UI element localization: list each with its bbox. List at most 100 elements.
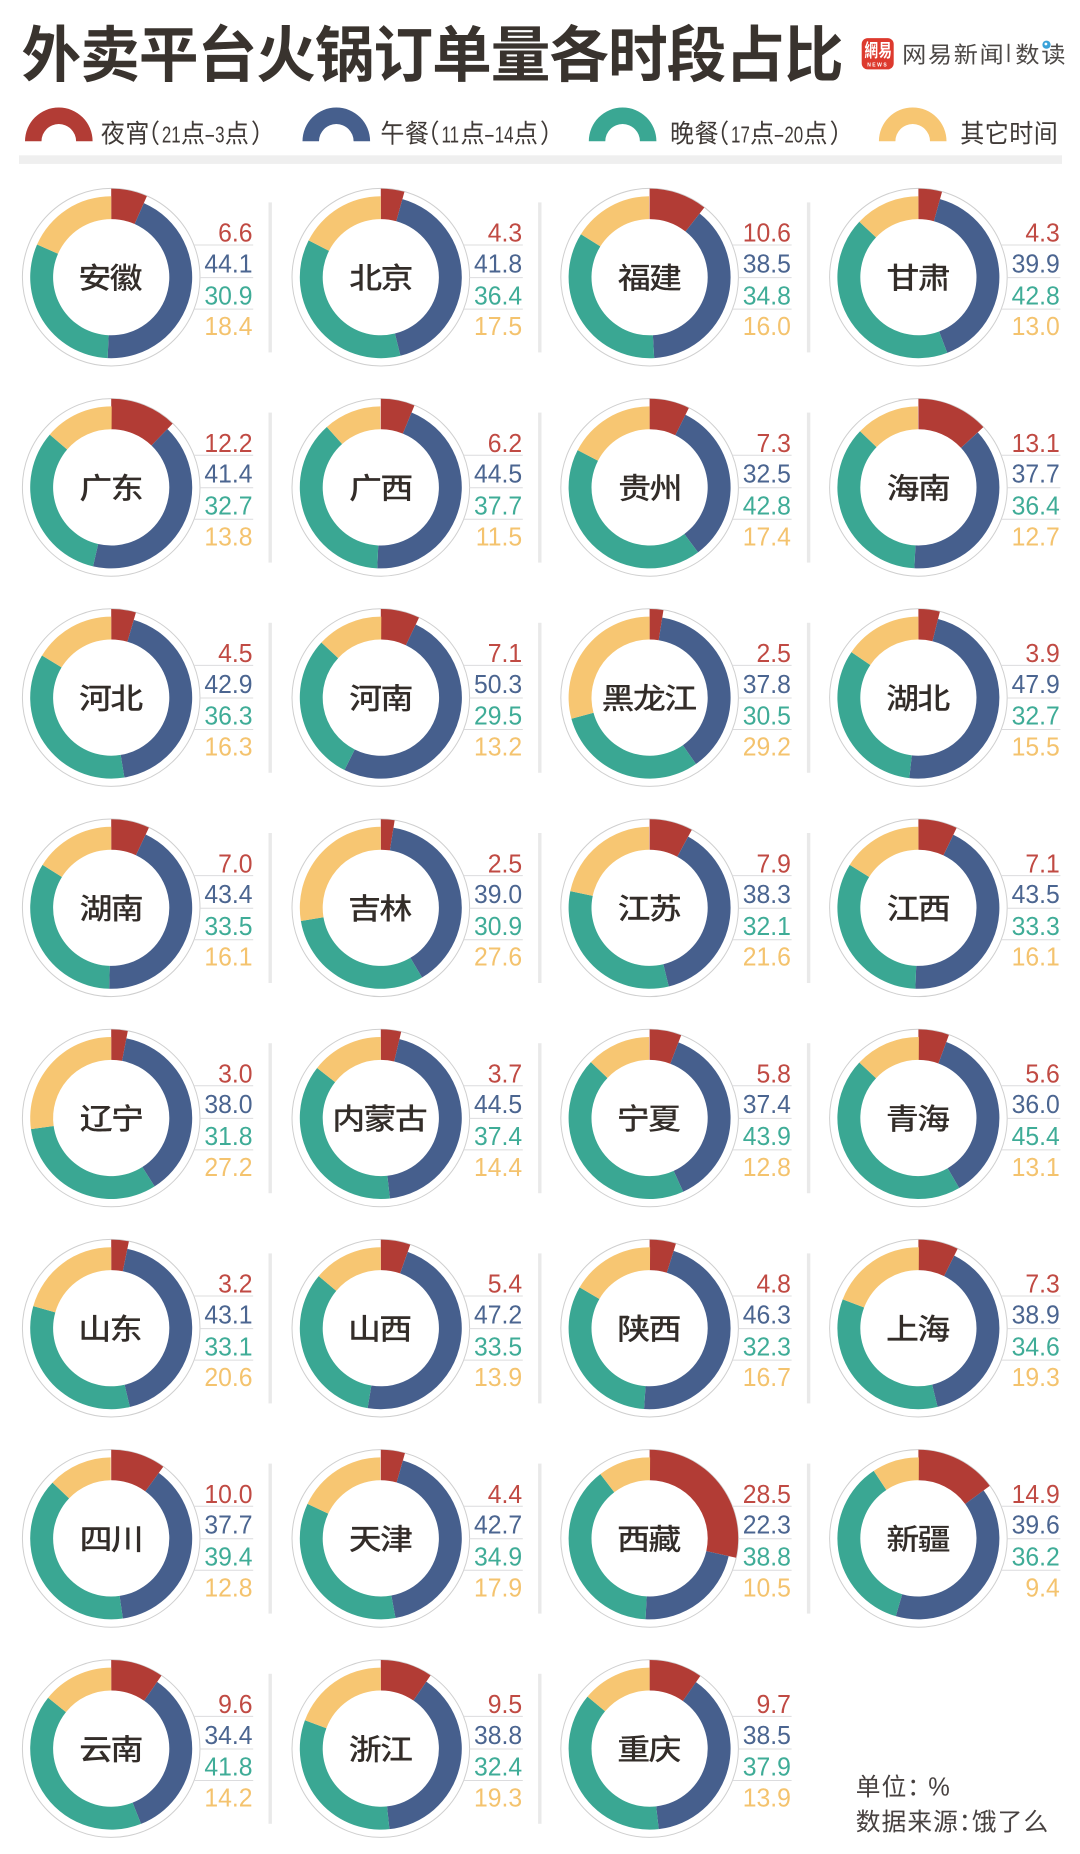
svg-text:38.5: 38.5 <box>743 250 791 278</box>
svg-text:12.2: 12.2 <box>204 430 252 458</box>
svg-text:36.0: 36.0 <box>1012 1091 1060 1119</box>
svg-text:32.5: 32.5 <box>743 460 791 488</box>
svg-text:33.5: 33.5 <box>204 913 252 941</box>
svg-text:%: % <box>928 1773 950 1802</box>
svg-text:4.3: 4.3 <box>488 219 522 247</box>
svg-text:33.3: 33.3 <box>1012 913 1060 941</box>
svg-text:3.9: 3.9 <box>1025 640 1059 668</box>
svg-text:37.4: 37.4 <box>474 1123 522 1151</box>
svg-text:36.4: 36.4 <box>1012 492 1060 520</box>
svg-text:34.9: 34.9 <box>474 1543 522 1571</box>
svg-text:32.7: 32.7 <box>204 492 252 520</box>
svg-text:5.8: 5.8 <box>757 1060 791 1088</box>
svg-text:9.7: 9.7 <box>757 1691 791 1719</box>
svg-text:19.3: 19.3 <box>474 1784 522 1812</box>
svg-text:43.4: 43.4 <box>204 881 252 909</box>
svg-text:11.5: 11.5 <box>476 523 522 551</box>
svg-text:29.2: 29.2 <box>743 733 791 761</box>
svg-text:6.2: 6.2 <box>488 430 522 458</box>
svg-text:38.9: 38.9 <box>1012 1301 1060 1329</box>
svg-text:3.0: 3.0 <box>218 1060 252 1088</box>
svg-text:13.1: 13.1 <box>1012 430 1060 458</box>
svg-text:31.8: 31.8 <box>204 1123 252 1151</box>
svg-text:12.8: 12.8 <box>204 1574 252 1602</box>
svg-text:12.8: 12.8 <box>743 1154 791 1182</box>
svg-text:50.3: 50.3 <box>474 670 522 698</box>
svg-text:7.3: 7.3 <box>1025 1270 1059 1298</box>
svg-text:42.8: 42.8 <box>1012 282 1060 310</box>
svg-text:47.2: 47.2 <box>474 1301 522 1329</box>
svg-text:3.7: 3.7 <box>488 1060 522 1088</box>
svg-text:32.3: 32.3 <box>743 1333 791 1361</box>
svg-text:17.4: 17.4 <box>743 523 791 551</box>
svg-text:4.4: 4.4 <box>488 1481 522 1509</box>
svg-text:13.9: 13.9 <box>743 1784 791 1812</box>
svg-text:19.3: 19.3 <box>1012 1364 1060 1392</box>
svg-text:13.9: 13.9 <box>474 1364 522 1392</box>
svg-text:27.2: 27.2 <box>204 1154 252 1182</box>
svg-text:45.4: 45.4 <box>1012 1123 1060 1151</box>
svg-text:11: 11 <box>441 122 459 148</box>
svg-text:2.5: 2.5 <box>757 640 791 668</box>
svg-text:13.8: 13.8 <box>204 523 252 551</box>
svg-text:34.4: 34.4 <box>204 1721 252 1749</box>
svg-text:38.0: 38.0 <box>204 1091 252 1119</box>
svg-text:36.3: 36.3 <box>204 702 252 730</box>
svg-text:43.5: 43.5 <box>1012 881 1060 909</box>
svg-text:30.9: 30.9 <box>474 913 522 941</box>
svg-text:32.1: 32.1 <box>743 913 791 941</box>
svg-text:7.9: 7.9 <box>757 850 791 878</box>
svg-text:37.4: 37.4 <box>743 1091 791 1119</box>
svg-text:16.1: 16.1 <box>204 943 252 971</box>
svg-text:4.8: 4.8 <box>757 1270 791 1298</box>
svg-text:42.7: 42.7 <box>474 1511 522 1539</box>
svg-text:44.5: 44.5 <box>474 1091 522 1119</box>
svg-text:6.6: 6.6 <box>218 219 252 247</box>
svg-text:33.1: 33.1 <box>204 1333 252 1361</box>
svg-text:41.4: 41.4 <box>204 460 252 488</box>
svg-text:5.4: 5.4 <box>488 1270 522 1298</box>
svg-text:47.9: 47.9 <box>1012 670 1060 698</box>
svg-text:10.0: 10.0 <box>204 1481 252 1509</box>
svg-text:37.7: 37.7 <box>474 492 522 520</box>
svg-text:14.9: 14.9 <box>1012 1481 1060 1509</box>
svg-text:28.5: 28.5 <box>743 1481 791 1509</box>
svg-text:42.8: 42.8 <box>743 492 791 520</box>
svg-text:39.6: 39.6 <box>1012 1511 1060 1539</box>
svg-text:17: 17 <box>731 122 750 148</box>
svg-text:9.5: 9.5 <box>488 1691 522 1719</box>
svg-text:2.5: 2.5 <box>488 850 522 878</box>
svg-text:21: 21 <box>162 122 181 148</box>
svg-text:16.0: 16.0 <box>743 313 791 341</box>
svg-text:39.9: 39.9 <box>1012 250 1060 278</box>
svg-text:30.5: 30.5 <box>743 702 791 730</box>
svg-text:22.3: 22.3 <box>743 1511 791 1539</box>
svg-text:20.6: 20.6 <box>204 1364 252 1392</box>
svg-text:14.2: 14.2 <box>204 1784 252 1812</box>
svg-text:21.6: 21.6 <box>743 943 791 971</box>
svg-text:41.8: 41.8 <box>474 250 522 278</box>
svg-text:14: 14 <box>495 122 514 148</box>
svg-text:17.9: 17.9 <box>474 1574 522 1602</box>
svg-text:16.3: 16.3 <box>204 733 252 761</box>
svg-text:37.7: 37.7 <box>1012 460 1060 488</box>
svg-text:32.7: 32.7 <box>1012 702 1060 730</box>
svg-text:36.4: 36.4 <box>474 282 522 310</box>
svg-text:7.1: 7.1 <box>488 640 522 668</box>
svg-text:32.4: 32.4 <box>474 1753 522 1781</box>
svg-text:38.8: 38.8 <box>474 1721 522 1749</box>
svg-text:13.2: 13.2 <box>474 733 522 761</box>
svg-text:4.3: 4.3 <box>1025 219 1059 247</box>
svg-text:9.4: 9.4 <box>1025 1574 1059 1602</box>
svg-text:41.8: 41.8 <box>204 1753 252 1781</box>
svg-text:10.6: 10.6 <box>743 219 791 247</box>
svg-text:18.4: 18.4 <box>204 313 252 341</box>
svg-text:7.3: 7.3 <box>757 430 791 458</box>
svg-text:33.5: 33.5 <box>474 1333 522 1361</box>
svg-text:NEWS: NEWS <box>867 63 888 69</box>
svg-text:34.8: 34.8 <box>743 282 791 310</box>
svg-text:10.5: 10.5 <box>743 1574 791 1602</box>
svg-text:42.9: 42.9 <box>204 670 252 698</box>
svg-text:37.8: 37.8 <box>743 670 791 698</box>
svg-text:38.3: 38.3 <box>743 881 791 909</box>
